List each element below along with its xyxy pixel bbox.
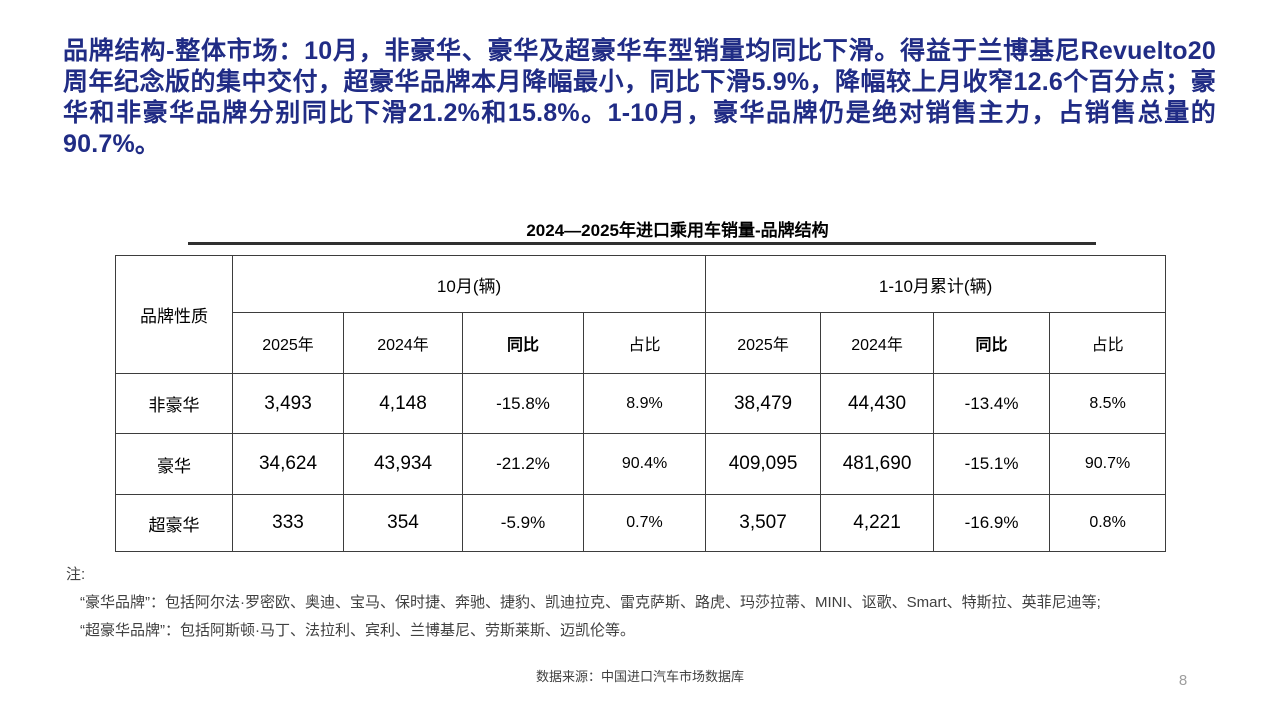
cell-ytd-2024: 481,690 — [820, 433, 935, 495]
cell-oct-yoy: -5.9% — [462, 494, 584, 552]
sub-header-ytd-2025: 2025年 — [705, 312, 822, 374]
group-header-october: 10月(辆) — [231, 255, 707, 313]
cell-oct-share: 0.7% — [582, 494, 707, 552]
title-underline — [188, 242, 1096, 245]
row-label: 非豪华 — [115, 373, 233, 434]
cell-oct-2024: 4,148 — [343, 373, 463, 434]
cell-oct-yoy: -21.2% — [462, 433, 584, 495]
cell-ytd-share: 90.7% — [1049, 433, 1167, 495]
cell-oct-2025: 333 — [232, 494, 344, 552]
sub-header-oct-2025: 2025年 — [232, 312, 344, 374]
notes-block: 注: “豪华品牌”：包括阿尔法·罗密欧、奥迪、宝马、保时捷、奔驰、捷豹、凯迪拉克… — [66, 561, 1216, 645]
cell-ytd-2024: 4,221 — [820, 494, 935, 552]
note-line-super-luxury: “超豪华品牌”：包括阿斯顿·马丁、法拉利、宾利、兰博基尼、劳斯莱斯、迈凯伦等。 — [80, 622, 635, 639]
cell-oct-2025: 3,493 — [232, 373, 344, 434]
cell-ytd-2024: 44,430 — [820, 373, 935, 434]
table-sub-header-row: 2025年 2024年 同比 占比 2025年 2024年 同比 占比 — [116, 312, 1167, 374]
data-source: 数据来源：中国进口汽车市场数据库 — [535, 669, 744, 684]
row-label: 超豪华 — [115, 494, 233, 552]
sub-header-ytd-yoy: 同比 — [933, 312, 1051, 374]
cell-oct-share: 8.9% — [582, 373, 707, 434]
table-row-luxury: 豪华 34,624 43,934 -21.2% 90.4% 409,095 48… — [115, 433, 1167, 495]
sub-header-ytd-share: 占比 — [1049, 312, 1167, 374]
cell-oct-2024: 354 — [343, 494, 463, 552]
cell-ytd-yoy: -13.4% — [933, 373, 1051, 434]
cell-oct-share: 90.4% — [582, 433, 707, 495]
page-number: 8 — [1178, 672, 1188, 689]
cell-oct-2024: 43,934 — [343, 433, 463, 495]
table-row-non-luxury: 非豪华 3,493 4,148 -15.8% 8.9% 38,479 44,43… — [115, 373, 1167, 434]
sub-header-ytd-2024: 2024年 — [820, 312, 935, 374]
cell-ytd-yoy: -15.1% — [933, 433, 1051, 495]
table-row-super-luxury: 超豪华 333 354 -5.9% 0.7% 3,507 4,221 -16.9… — [115, 494, 1167, 552]
headline: 品牌结构-整体市场：10月，非豪华、豪华及超豪华车型销量均同比下滑。得益于兰博基… — [63, 37, 1216, 158]
group-header-ytd: 1-10月累计(辆) — [705, 255, 1167, 313]
cell-ytd-yoy: -16.9% — [933, 494, 1051, 552]
sub-header-oct-share: 占比 — [582, 312, 707, 374]
cell-ytd-share: 0.8% — [1049, 494, 1167, 552]
cell-oct-2025: 34,624 — [232, 433, 344, 495]
row-label: 豪华 — [115, 433, 233, 495]
cell-oct-yoy: -15.8% — [462, 373, 584, 434]
table-group-header-row: 品牌性质 10月(辆) 1-10月累计(辆) — [115, 255, 1167, 374]
cell-ytd-2025: 3,507 — [705, 494, 822, 552]
sub-header-oct-yoy: 同比 — [462, 312, 584, 374]
cell-ytd-share: 8.5% — [1049, 373, 1167, 434]
sales-table: 品牌性质 10月(辆) 1-10月累计(辆) 2025年 2024年 同比 占比… — [115, 255, 1167, 552]
cell-ytd-2025: 409,095 — [705, 433, 822, 495]
cell-ytd-2025: 38,479 — [705, 373, 822, 434]
note-line-luxury: “豪华品牌”：包括阿尔法·罗密欧、奥迪、宝马、保时捷、奔驰、捷豹、凯迪拉克、雷克… — [80, 594, 1101, 611]
sub-header-oct-2024: 2024年 — [343, 312, 463, 374]
table-title: 2024—2025年进口乘用车销量-品牌结构 — [526, 221, 829, 240]
corner-header: 品牌性质 — [115, 255, 233, 374]
notes-label: 注: — [66, 566, 86, 583]
